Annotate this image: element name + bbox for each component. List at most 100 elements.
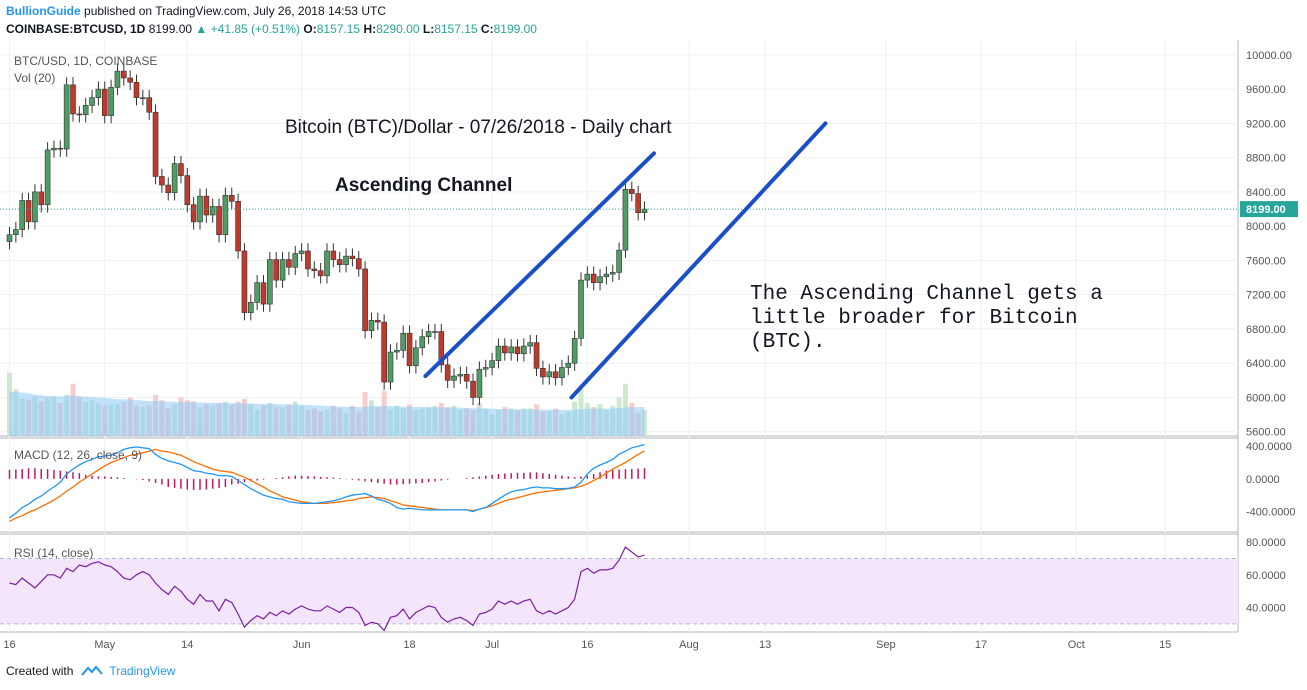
macd-pane — [8, 443, 646, 522]
rsi-line — [9, 546, 645, 632]
macd-tick-label: -400.0000 — [1246, 507, 1296, 519]
price-tick-label: 8000.00 — [1246, 221, 1286, 233]
candle-body — [178, 163, 184, 176]
candle-body — [57, 147, 64, 150]
candle-body — [400, 332, 407, 351]
symbol-quote-bar: COINBASE:BTCUSD, 1D 8199.00 ▲ +41.85 (+0… — [6, 22, 537, 36]
candle-body — [305, 250, 311, 270]
candle-body — [381, 321, 387, 383]
rsi-tick-label: 40.0000 — [1246, 603, 1286, 615]
candle-body — [267, 259, 273, 305]
candle-body — [432, 331, 438, 333]
candle-body — [228, 195, 235, 202]
price-tick-label: 6000.00 — [1246, 392, 1286, 404]
macd-legend: MACD (12, 26, close, 9) — [14, 448, 142, 462]
candle-body — [603, 273, 610, 277]
macd-line — [9, 443, 645, 519]
candle-body — [406, 332, 413, 367]
x-tick-label: Oct — [1068, 639, 1085, 651]
candle-body — [127, 77, 133, 83]
candle-body — [355, 258, 362, 270]
candle-body — [508, 346, 514, 354]
author-link[interactable]: BullionGuide — [6, 4, 81, 18]
candle-body — [19, 200, 26, 230]
channel-trendline — [423, 151, 657, 379]
price-tick-label: 8400.00 — [1246, 187, 1286, 199]
candle-body — [286, 259, 292, 268]
candlesticks — [0, 63, 1238, 406]
low-label: L: — [422, 22, 435, 36]
candle-body — [32, 191, 38, 223]
candle-body — [622, 189, 629, 251]
candle-body — [470, 380, 476, 398]
high-value: 8290.00 — [376, 22, 420, 36]
candle-body — [298, 250, 305, 254]
candle-body — [514, 346, 521, 355]
publish-info: BullionGuide published on TradingView.co… — [6, 4, 386, 18]
candle-body — [565, 362, 572, 368]
candle-body — [571, 338, 578, 364]
candle-body — [82, 105, 89, 116]
price-change: ▲ +41.85 (+0.51%) — [195, 22, 301, 36]
candle-body — [317, 270, 324, 277]
candle-body — [165, 184, 172, 194]
chart-title: Bitcoin (BTC)/Dollar - 07/26/2018 - Dail… — [285, 117, 672, 138]
candle-body — [590, 273, 597, 283]
x-tick-label: Aug — [679, 639, 699, 651]
candle-body — [76, 113, 83, 116]
x-tick-label: 13 — [759, 639, 771, 651]
macd-tick-label: 400.0000 — [1246, 441, 1292, 453]
candle-body — [216, 206, 222, 236]
candle-body — [101, 88, 108, 116]
macd-tick-label: 0.0000 — [1246, 474, 1280, 486]
candle-body — [51, 147, 57, 151]
candle-body — [451, 375, 457, 381]
candle-body — [311, 268, 318, 271]
candle-body — [222, 195, 229, 236]
candle-body — [13, 229, 19, 236]
candle-body — [114, 70, 121, 88]
published-text: published on TradingView.com, July 26, 2… — [84, 4, 386, 18]
x-tick-label: Sep — [876, 639, 896, 651]
candle-body — [387, 351, 394, 383]
candle-body — [108, 87, 114, 116]
candle-body — [527, 342, 534, 347]
candle-body — [394, 350, 400, 353]
price-tick-label: 8800.00 — [1246, 153, 1286, 165]
high-label: H: — [363, 22, 377, 36]
candle-body — [343, 255, 349, 265]
candle-body — [6, 234, 13, 242]
tradingview-logo-icon — [81, 665, 104, 676]
candle-body — [482, 367, 489, 370]
candle-body — [241, 250, 248, 313]
footer: Created with TradingView — [6, 664, 175, 678]
candle-body — [260, 282, 267, 305]
candle-body — [546, 371, 553, 378]
candle-body — [197, 195, 203, 223]
candle-body — [248, 302, 254, 313]
candle-body — [476, 368, 483, 398]
candle-body — [616, 249, 622, 273]
x-tick-label: 14 — [181, 639, 193, 651]
x-tick-label: 18 — [403, 639, 415, 651]
candle-body — [159, 176, 165, 186]
volume-legend: Vol (20) — [14, 71, 55, 85]
candle-body — [63, 84, 70, 150]
chart-area[interactable]: 16 May 14 Jun 18 Jul 16 Aug 13 Sep 17 Oct 15 10000.00… — [0, 40, 1307, 660]
annotations: Bitcoin (BTC)/Dollar - 07/26/2018 - Dail… — [14, 54, 1103, 560]
price-tick-label: 9600.00 — [1246, 84, 1286, 96]
tradingview-link[interactable]: TradingView — [109, 664, 176, 678]
candle-body — [559, 367, 565, 379]
rsi-band — [0, 558, 1238, 624]
x-tick-label: Jul — [485, 639, 499, 651]
candle-body — [324, 250, 330, 277]
candle-body — [463, 374, 470, 382]
last-price-tag — [1240, 201, 1298, 218]
x-tick-label: 17 — [975, 639, 987, 651]
candle-body — [330, 250, 337, 260]
annotation-line-1: The Ascending Channel gets a — [750, 283, 1103, 306]
candle-body — [146, 97, 152, 113]
candle-body — [521, 345, 527, 355]
price-tick-label: 9200.00 — [1246, 118, 1286, 130]
candle-body — [362, 268, 368, 331]
